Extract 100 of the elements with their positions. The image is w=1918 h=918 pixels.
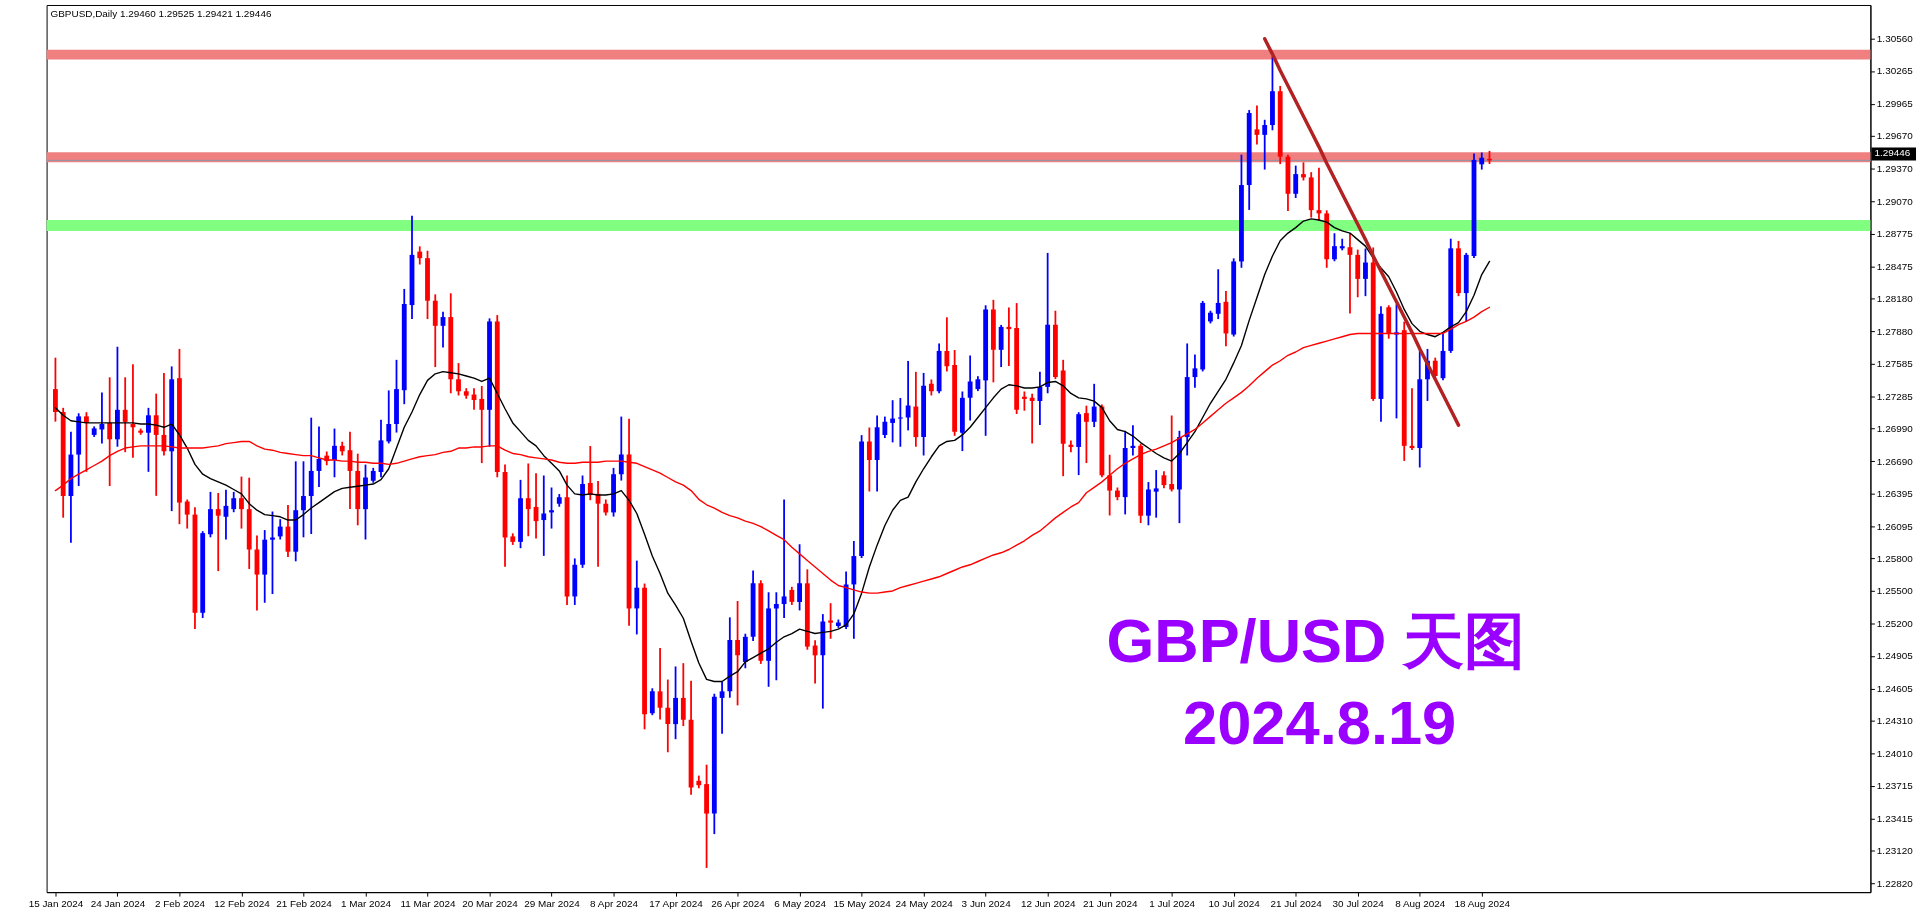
candlestick <box>649 688 655 716</box>
candlestick <box>417 246 423 265</box>
y-tick-label: 1.24010 <box>1876 748 1914 760</box>
x-tick-label: 21 Jul 2024 <box>1270 897 1323 909</box>
x-tick-label: 2 Feb 2024 <box>154 897 206 909</box>
candlestick <box>998 324 1004 368</box>
candlestick <box>1029 393 1035 444</box>
candlestick <box>1394 304 1399 419</box>
candlestick <box>270 511 275 595</box>
candlestick <box>735 600 740 706</box>
y-tick-label: 1.28475 <box>1876 260 1914 272</box>
x-tick-label: 8 Aug 2024 <box>1395 897 1446 909</box>
annotation: 2024.8.19 <box>1182 688 1457 758</box>
candlestick <box>1083 405 1089 464</box>
y-tick-label: 1.25800 <box>1876 552 1914 564</box>
candlestick <box>797 544 803 611</box>
candlestick <box>1254 105 1260 145</box>
candlestick <box>549 487 554 529</box>
candlestick <box>456 363 461 396</box>
candlestick <box>53 357 58 422</box>
candlestick <box>866 427 872 492</box>
x-tick-label: 11 Mar 2024 <box>400 897 456 909</box>
y-tick-label: 1.23120 <box>1876 845 1914 857</box>
candlestick <box>1107 454 1113 516</box>
y-tick-label: 1.24310 <box>1876 715 1914 727</box>
candlestick <box>231 491 237 513</box>
candlestick <box>828 603 834 639</box>
y-tick-label: 1.29965 <box>1876 98 1914 110</box>
candlestick <box>618 416 624 481</box>
candlestick <box>781 499 787 619</box>
candlestick <box>1068 440 1074 453</box>
x-tick-label: 15 Jan 2024 <box>28 897 84 909</box>
x-tick-label: 26 Apr 2024 <box>711 897 766 909</box>
candlestick <box>882 416 888 438</box>
candlestick <box>944 317 950 372</box>
x-tick-label: 24 Jan 2024 <box>90 897 146 909</box>
candlestick <box>1091 383 1097 428</box>
candlestick <box>1169 415 1175 492</box>
x-tick-label: 17 Apr 2024 <box>649 897 704 909</box>
ref-line-label: 1.29446 <box>1874 147 1911 159</box>
candlestick <box>541 475 547 556</box>
candlestick <box>897 398 903 447</box>
candlestick <box>1363 248 1368 297</box>
candlestick <box>146 407 151 472</box>
x-tick-label: 21 Feb 2024 <box>276 897 333 909</box>
candlestick <box>239 476 244 529</box>
candlestick <box>1006 307 1012 366</box>
candlestick <box>634 560 640 635</box>
y-tick-label: 1.26095 <box>1876 520 1914 532</box>
candlestick <box>967 355 973 421</box>
candlestick <box>215 492 221 572</box>
candlestick <box>479 386 485 464</box>
candlestick <box>1215 269 1221 320</box>
candlestick <box>890 400 896 443</box>
x-tick-label: 12 Feb 2024 <box>214 897 271 909</box>
x-tick-label: 30 Jul 2024 <box>1332 897 1385 909</box>
x-tick-label: 21 Jun 2024 <box>1082 897 1138 909</box>
x-tick-label: 18 Aug 2024 <box>1454 897 1511 909</box>
candlestick <box>1037 371 1043 425</box>
y-tick-label: 1.30560 <box>1876 33 1914 45</box>
x-tick-label: 6 May 2024 <box>774 897 827 909</box>
x-tick-label: 29 Mar 2024 <box>524 897 581 909</box>
x-tick-label: 1 Jul 2024 <box>1149 897 1196 909</box>
y-tick-label: 1.28180 <box>1876 293 1914 304</box>
y-tick-label: 1.27285 <box>1876 390 1914 402</box>
candlestick <box>107 377 113 487</box>
y-tick-label: 1.29670 <box>1876 130 1914 142</box>
x-tick-label: 24 May 2024 <box>895 897 954 909</box>
y-tick-label: 1.24905 <box>1876 650 1914 662</box>
y-tick-label: 1.27585 <box>1876 357 1914 369</box>
y-tick-label: 1.29070 <box>1876 195 1914 207</box>
candlestick <box>1332 233 1337 262</box>
y-tick-label: 1.27880 <box>1876 325 1914 337</box>
candlestick <box>122 377 128 453</box>
chart-title: GBPUSD,Daily 1.29460 1.29525 1.29421 1.29446 <box>50 7 272 19</box>
x-tick-label: 3 Jun 2024 <box>961 897 1012 909</box>
candlestick <box>138 428 144 435</box>
x-tick-label: 12 Jun 2024 <box>1020 897 1076 909</box>
candlestick <box>301 461 306 538</box>
candlestick <box>1153 470 1159 518</box>
y-tick-label: 1.28775 <box>1876 228 1914 240</box>
candlestick <box>1262 119 1268 170</box>
x-tick-label: 15 May 2024 <box>833 897 892 909</box>
y-tick-label: 1.23415 <box>1876 812 1914 824</box>
candlestick <box>525 463 531 537</box>
candlestick <box>277 519 283 540</box>
candlestick <box>153 393 159 496</box>
candlestick <box>1293 165 1299 198</box>
y-tick-label: 1.26395 <box>1876 487 1914 499</box>
candlestick <box>905 360 911 431</box>
y-tick-label: 1.24605 <box>1876 683 1914 695</box>
candlestick <box>680 663 686 727</box>
candlestick <box>84 412 89 472</box>
candlestick <box>332 428 337 478</box>
y-tick-label: 1.26990 <box>1876 422 1914 434</box>
x-tick-label: 20 Mar 2024 <box>462 897 519 909</box>
y-tick-label: 1.23715 <box>1876 780 1914 792</box>
x-tick-label: 10 Jul 2024 <box>1208 897 1261 909</box>
candlestick <box>773 592 779 681</box>
y-tick-label: 1.26690 <box>1876 455 1914 467</box>
